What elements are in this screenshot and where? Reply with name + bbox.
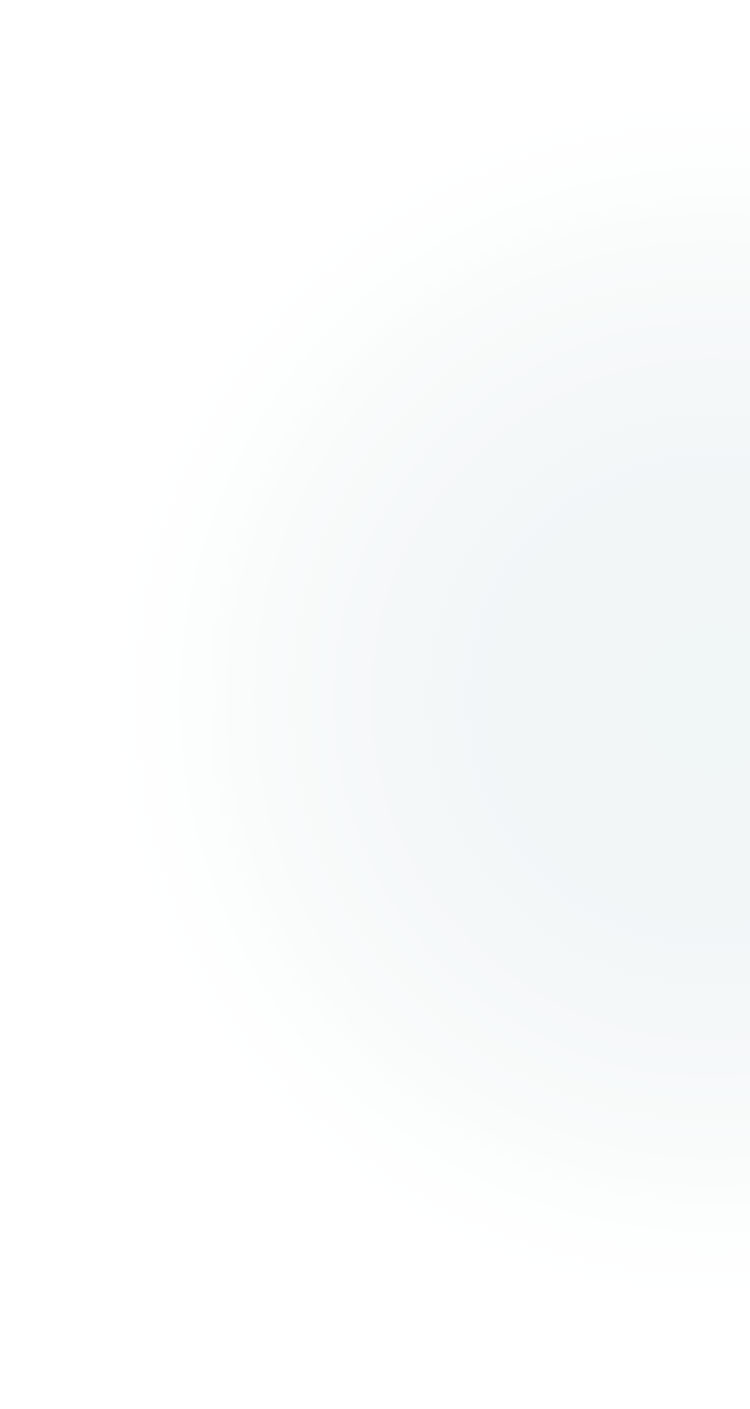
background-glow — [0, 0, 750, 1409]
page — [0, 0, 750, 1409]
